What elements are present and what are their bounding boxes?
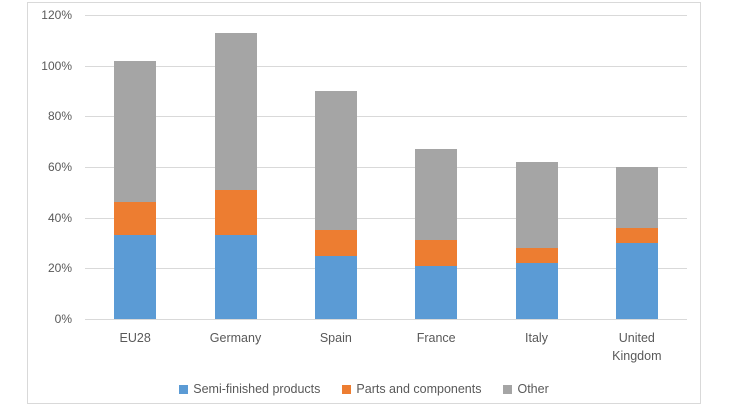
gridline <box>85 116 687 118</box>
legend-swatch-semi-finished-products <box>179 384 189 394</box>
bar-segment-parts-and-components <box>615 227 658 243</box>
bar-germany <box>214 32 257 319</box>
bar-spain <box>314 91 357 319</box>
y-axis-tick-label: 40% <box>47 210 72 225</box>
y-axis-tick-label: 60% <box>47 160 72 174</box>
bar-segment-semi-finished-products <box>214 235 257 319</box>
bar-segment-other <box>615 167 658 228</box>
y-axis-tick-label: 0% <box>54 312 72 326</box>
bar-segment-semi-finished-products <box>515 263 558 319</box>
legend-item-semi-finished-products: Semi-finished products <box>179 382 320 396</box>
bar-segment-semi-finished-products <box>615 243 658 319</box>
bar-segment-other <box>515 161 558 249</box>
y-axis-tick-label: 120% <box>41 8 72 22</box>
bar-segment-parts-and-components <box>114 202 157 236</box>
x-axis-category-label: France <box>416 331 456 345</box>
bar-italy <box>515 161 558 319</box>
bar-eu28 <box>114 60 157 319</box>
x-axis-category-label: EU28 <box>119 331 151 345</box>
gridline <box>85 167 687 168</box>
gridline <box>85 15 687 16</box>
x-axis-category-label: Germany <box>209 331 262 345</box>
legend: Semi-finished products Parts and compone… <box>28 382 700 396</box>
gridline <box>85 217 687 219</box>
x-axis-category-label: Italy <box>525 331 548 345</box>
plot-area: 0% 20% 40% 60% 80% 100% 120% EU28 Germany Spain Fr… <box>28 3 700 403</box>
legend-label-other: Other <box>517 382 549 396</box>
legend-item-other: Other <box>503 382 549 396</box>
chart-area: 0% 20% 40% 60% 80% 100% 120% EU28 Germany Spain Fr… <box>27 2 701 404</box>
y-axis-tick-label: 20% <box>47 261 72 276</box>
bar-segment-other <box>114 60 157 203</box>
gridline <box>85 319 687 320</box>
bar-segment-parts-and-components <box>515 248 558 264</box>
legend-label-parts-and-components: Parts and components <box>356 382 482 396</box>
bar-segment-semi-finished-products <box>114 235 157 319</box>
bar-united-kingdom <box>615 167 658 319</box>
legend-swatch-parts-and-components <box>342 384 352 394</box>
x-axis-category-label: Spain <box>319 331 352 345</box>
bar-segment-other <box>314 91 357 231</box>
bar-segment-other <box>415 149 458 241</box>
y-axis-tick-label: 80% <box>47 109 72 124</box>
y-axis-tick-label: 100% <box>41 58 72 73</box>
bar-segment-semi-finished-products <box>314 255 357 319</box>
bar-segment-other <box>214 32 257 190</box>
bar-segment-parts-and-components <box>214 189 257 236</box>
legend-swatch-other <box>503 384 513 394</box>
bar-segment-parts-and-components <box>314 230 357 256</box>
gridline <box>85 65 687 67</box>
gridline <box>85 268 687 270</box>
legend-item-parts-and-components: Parts and components <box>342 382 481 396</box>
bar-segment-parts-and-components <box>415 240 458 266</box>
bar-segment-semi-finished-products <box>415 265 458 319</box>
x-axis-category-label: United Kingdom <box>612 331 662 363</box>
bar-france <box>415 149 458 319</box>
legend-label-semi-finished-products: Semi-finished products <box>193 382 321 396</box>
